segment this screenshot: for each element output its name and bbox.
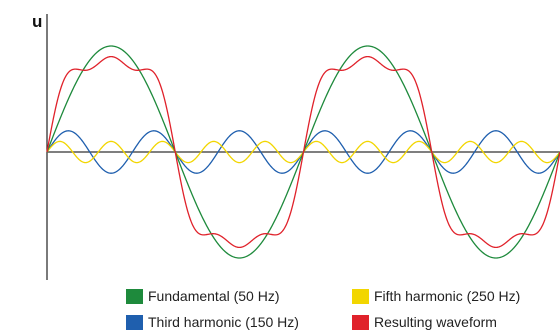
legend-label-resulting: Resulting waveform — [374, 314, 497, 330]
y-axis-label: u — [32, 12, 43, 31]
legend-item-fundamental: Fundamental (50 Hz) — [126, 288, 280, 304]
legend-label-fundamental: Fundamental (50 Hz) — [148, 288, 280, 304]
legend-label-third-harmonic: Third harmonic (150 Hz) — [148, 314, 299, 330]
legend-item-resulting: Resulting waveform — [352, 314, 497, 330]
legend-swatch-third-harmonic — [126, 314, 143, 330]
legend-item-fifth-harmonic: Fifth harmonic (250 Hz) — [352, 288, 520, 304]
series-line-resulting — [46, 55, 560, 249]
legend-item-third-harmonic: Third harmonic (150 Hz) — [126, 314, 299, 330]
legend-label-fifth-harmonic: Fifth harmonic (250 Hz) — [374, 288, 521, 304]
legend-swatch-fundamental — [126, 288, 143, 304]
legend-swatch-resulting — [352, 314, 369, 330]
legend-swatch-fifth-harmonic — [352, 288, 369, 304]
